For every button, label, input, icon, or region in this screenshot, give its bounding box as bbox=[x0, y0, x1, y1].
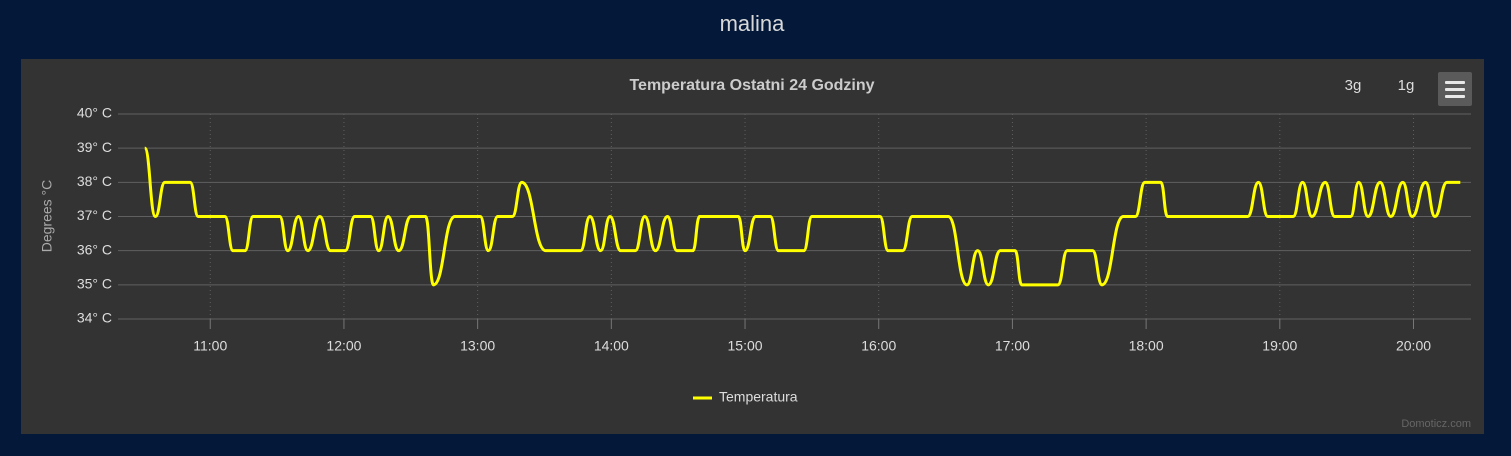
y-tick-label: 37° C bbox=[77, 207, 112, 223]
menu-icon bbox=[1445, 81, 1465, 84]
range-button[interactable]: 1g bbox=[1398, 77, 1415, 94]
x-tick-label: 14:00 bbox=[594, 338, 629, 354]
x-tick-label: 13:00 bbox=[460, 338, 495, 354]
x-tick-label: 16:00 bbox=[861, 338, 896, 354]
line bbox=[143, 146, 1461, 287]
chart-title: Temperatura Ostatni 24 Godziny bbox=[629, 77, 874, 94]
y-tick-label: 34° C bbox=[77, 310, 112, 326]
x-tick-label: 18:00 bbox=[1129, 338, 1164, 354]
y-tick-label: 38° C bbox=[77, 173, 112, 189]
y-tick-label: 36° C bbox=[77, 241, 112, 257]
y-tick-label: 35° C bbox=[77, 276, 112, 292]
menu-icon bbox=[1445, 88, 1465, 91]
chart-panel bbox=[21, 59, 1484, 434]
x-tick-label: 15:00 bbox=[728, 338, 763, 354]
x-tick-label: 11:00 bbox=[193, 338, 227, 354]
x-tick-label: 12:00 bbox=[326, 338, 361, 354]
menu-button[interactable] bbox=[1438, 72, 1472, 106]
x-tick-label: 17:00 bbox=[995, 338, 1030, 354]
y-tick-label: 39° C bbox=[77, 139, 112, 155]
menu-icon bbox=[1445, 95, 1465, 98]
range-button[interactable]: 3g bbox=[1345, 77, 1362, 94]
credit: Domoticz.com bbox=[1401, 418, 1471, 430]
plot: 34° C 35° C 36° C 37° C 38° C 39° C 40° C 11:00… bbox=[77, 105, 1471, 405]
y-axis-title: Degrees °C bbox=[39, 180, 55, 253]
legend-label: Temperatura bbox=[719, 389, 798, 405]
y-tick-label: 40° C bbox=[77, 105, 112, 121]
x-tick-label: 20:00 bbox=[1396, 338, 1431, 354]
page-title: malina bbox=[720, 11, 786, 36]
x-tick-label: 19:00 bbox=[1262, 338, 1297, 354]
